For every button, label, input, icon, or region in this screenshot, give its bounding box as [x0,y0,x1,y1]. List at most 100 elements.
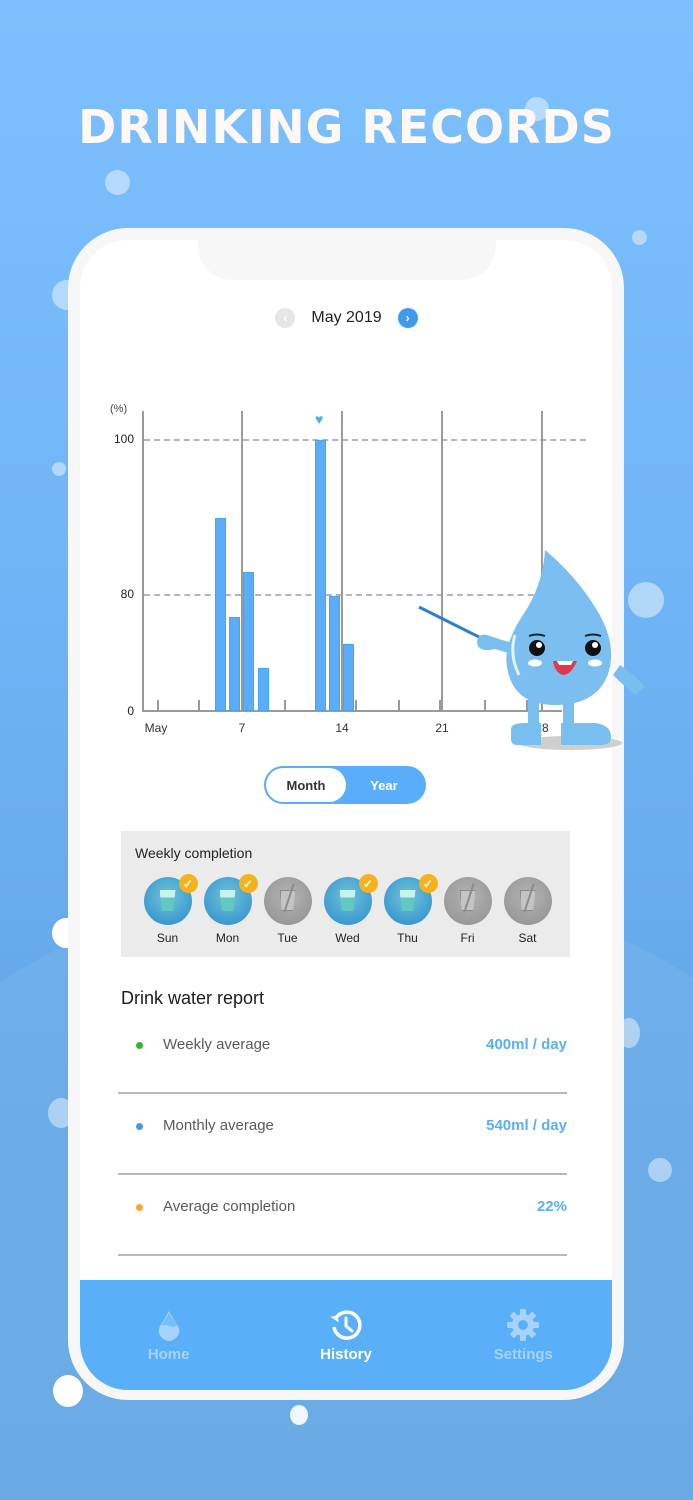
nav-home[interactable]: Home [80,1280,257,1390]
chevron-left-icon[interactable]: ‹ [275,308,296,328]
phone-screen [80,240,612,1390]
bullet-dot-icon [136,1204,143,1211]
weekly-completion-title: Weekly completion [135,845,253,861]
water-glass-icon: ✓ [383,874,438,925]
broken-glass-icon [443,877,492,925]
x-tick [398,700,400,710]
report-label: Monthly average [163,1117,274,1134]
bubble [105,170,130,195]
water-glass-icon: ✓ [143,874,198,925]
gridline-100 [144,439,586,441]
report-value: 22% [536,1198,567,1215]
report-label: Average completion [163,1198,296,1215]
report-row: Weekly average 400ml / day [118,1012,567,1094]
hero-title: DRINKING RECORDS [78,100,615,154]
y-tick-100: 100 [113,432,134,446]
y-axis [142,411,144,712]
phone-notch [198,228,496,280]
weekday-tue: Tue [263,877,312,945]
weekday-thu: ✓ Thu [383,874,438,945]
x-label: 7 [238,721,246,735]
period-toggle: Month Year [264,766,426,804]
bubble [628,582,664,618]
weekday-label: Sun [156,931,179,945]
bubble [290,1405,308,1425]
broken-glass-icon [503,877,552,925]
toggle-month[interactable]: Month [266,768,346,802]
nav-history-label: History [320,1346,372,1363]
water-drop-icon [158,1311,179,1341]
chart-bar[interactable] [243,571,254,711]
weekday-wed: ✓ Wed [323,874,378,945]
x-label: May [144,721,168,735]
chart-bar[interactable] [329,596,340,711]
x-tick [484,700,486,710]
chart-bar[interactable] [229,616,240,711]
checkmark-icon: ✓ [418,874,438,893]
bubble [52,462,66,476]
heart-icon: ♥ [315,411,324,427]
y-tick-80: 80 [120,587,134,601]
weekday-sat: Sat [503,877,552,945]
checkmark-icon: ✓ [178,874,198,893]
bubble [632,230,647,245]
report-row: Average completion 22% [118,1174,567,1256]
bubble [53,1375,83,1407]
chart-bar[interactable] [315,440,326,711]
x-axis [142,710,562,712]
weekday-label: Thu [397,931,418,945]
x-tick [439,700,441,710]
week-divider [341,411,343,712]
weekday-fri: Fri [443,877,492,945]
month-label: May 2019 [311,309,382,326]
report-value: 540ml / day [486,1117,567,1134]
bottom-nav: Home History Settings [80,1280,612,1390]
nav-settings[interactable]: Settings [435,1280,612,1390]
x-label: 21 [435,721,449,735]
report-value: 400ml / day [486,1036,567,1053]
bullet-dot-icon [136,1042,143,1049]
completion-chart: (%) 100 80 0 May 7 14 21 28 ♥ [100,395,600,745]
checkmark-icon: ✓ [358,874,378,893]
nav-settings-label: Settings [493,1346,553,1363]
gridline-80 [144,594,564,596]
week-divider [541,411,543,712]
x-tick [198,700,200,710]
broken-glass-icon [263,877,312,925]
chart-bar[interactable] [258,667,269,711]
y-tick-0: 0 [127,704,134,718]
x-label: 14 [335,721,349,735]
weekday-mon: ✓ Mon [203,874,258,945]
x-tick [355,700,357,710]
water-glass-icon: ✓ [323,874,378,925]
checkmark-icon: ✓ [238,874,258,893]
weekday-label: Wed [335,931,360,945]
toggle-year[interactable]: Year [370,777,398,793]
week-divider [241,411,243,712]
chart-bar[interactable] [215,517,226,711]
report-title: Drink water report [121,988,265,1008]
weekday-sun: ✓ Sun [143,874,198,945]
history-icon [330,1310,362,1340]
report-label: Weekly average [163,1036,271,1053]
chevron-right-icon[interactable]: › [397,308,418,328]
report-row: Monthly average 540ml / day [118,1093,567,1175]
nav-home-label: Home [147,1346,190,1363]
bubble [525,97,549,121]
x-tick [157,700,159,710]
bubble [648,1158,672,1182]
x-tick [526,700,528,710]
water-glass-icon: ✓ [203,874,258,925]
week-divider [441,411,443,712]
gear-icon [507,1309,540,1341]
month-navigator: ‹ May 2019 › [0,308,693,328]
chart-bar[interactable] [343,644,354,711]
weekday-label: Fri [460,931,475,945]
y-axis-unit: (%) [110,403,128,415]
bullet-dot-icon [136,1123,143,1130]
weekday-label: Sat [518,931,537,945]
weekday-label: Mon [215,931,240,945]
x-tick [284,700,286,710]
nav-history[interactable]: History [257,1280,434,1390]
weekly-completion-panel: Weekly completion ✓ Sun ✓ Mon Tue ✓ Wed ✓ Thu Fri… [121,831,570,957]
